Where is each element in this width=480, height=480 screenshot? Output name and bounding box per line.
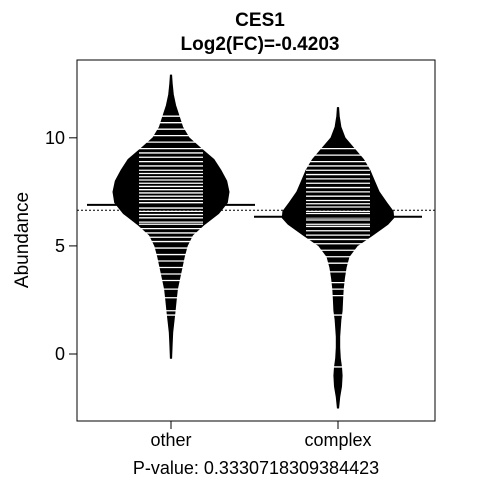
chart-title: CES1 bbox=[235, 10, 285, 31]
bean-shape-other bbox=[112, 74, 230, 359]
y-tick-label: 0 bbox=[55, 344, 65, 364]
y-axis-title: Abundance bbox=[12, 192, 33, 288]
x-axis: other complex bbox=[150, 421, 372, 450]
y-axis: 0 5 10 bbox=[45, 128, 77, 364]
bean-complex bbox=[254, 107, 422, 409]
x-category-label-other: other bbox=[150, 430, 191, 450]
y-tick-label: 5 bbox=[55, 236, 65, 256]
y-tick-label: 10 bbox=[45, 128, 65, 148]
plot-frame bbox=[76, 59, 436, 422]
p-value-label: P-value: 0.3330718309384423 bbox=[133, 458, 379, 478]
chart-subtitle: Log2(FC)=-0.4203 bbox=[181, 34, 340, 55]
beans-layer bbox=[87, 74, 422, 409]
bean-other bbox=[87, 74, 255, 359]
bean-shape-complex bbox=[281, 107, 395, 409]
x-category-label-complex: complex bbox=[304, 430, 371, 450]
